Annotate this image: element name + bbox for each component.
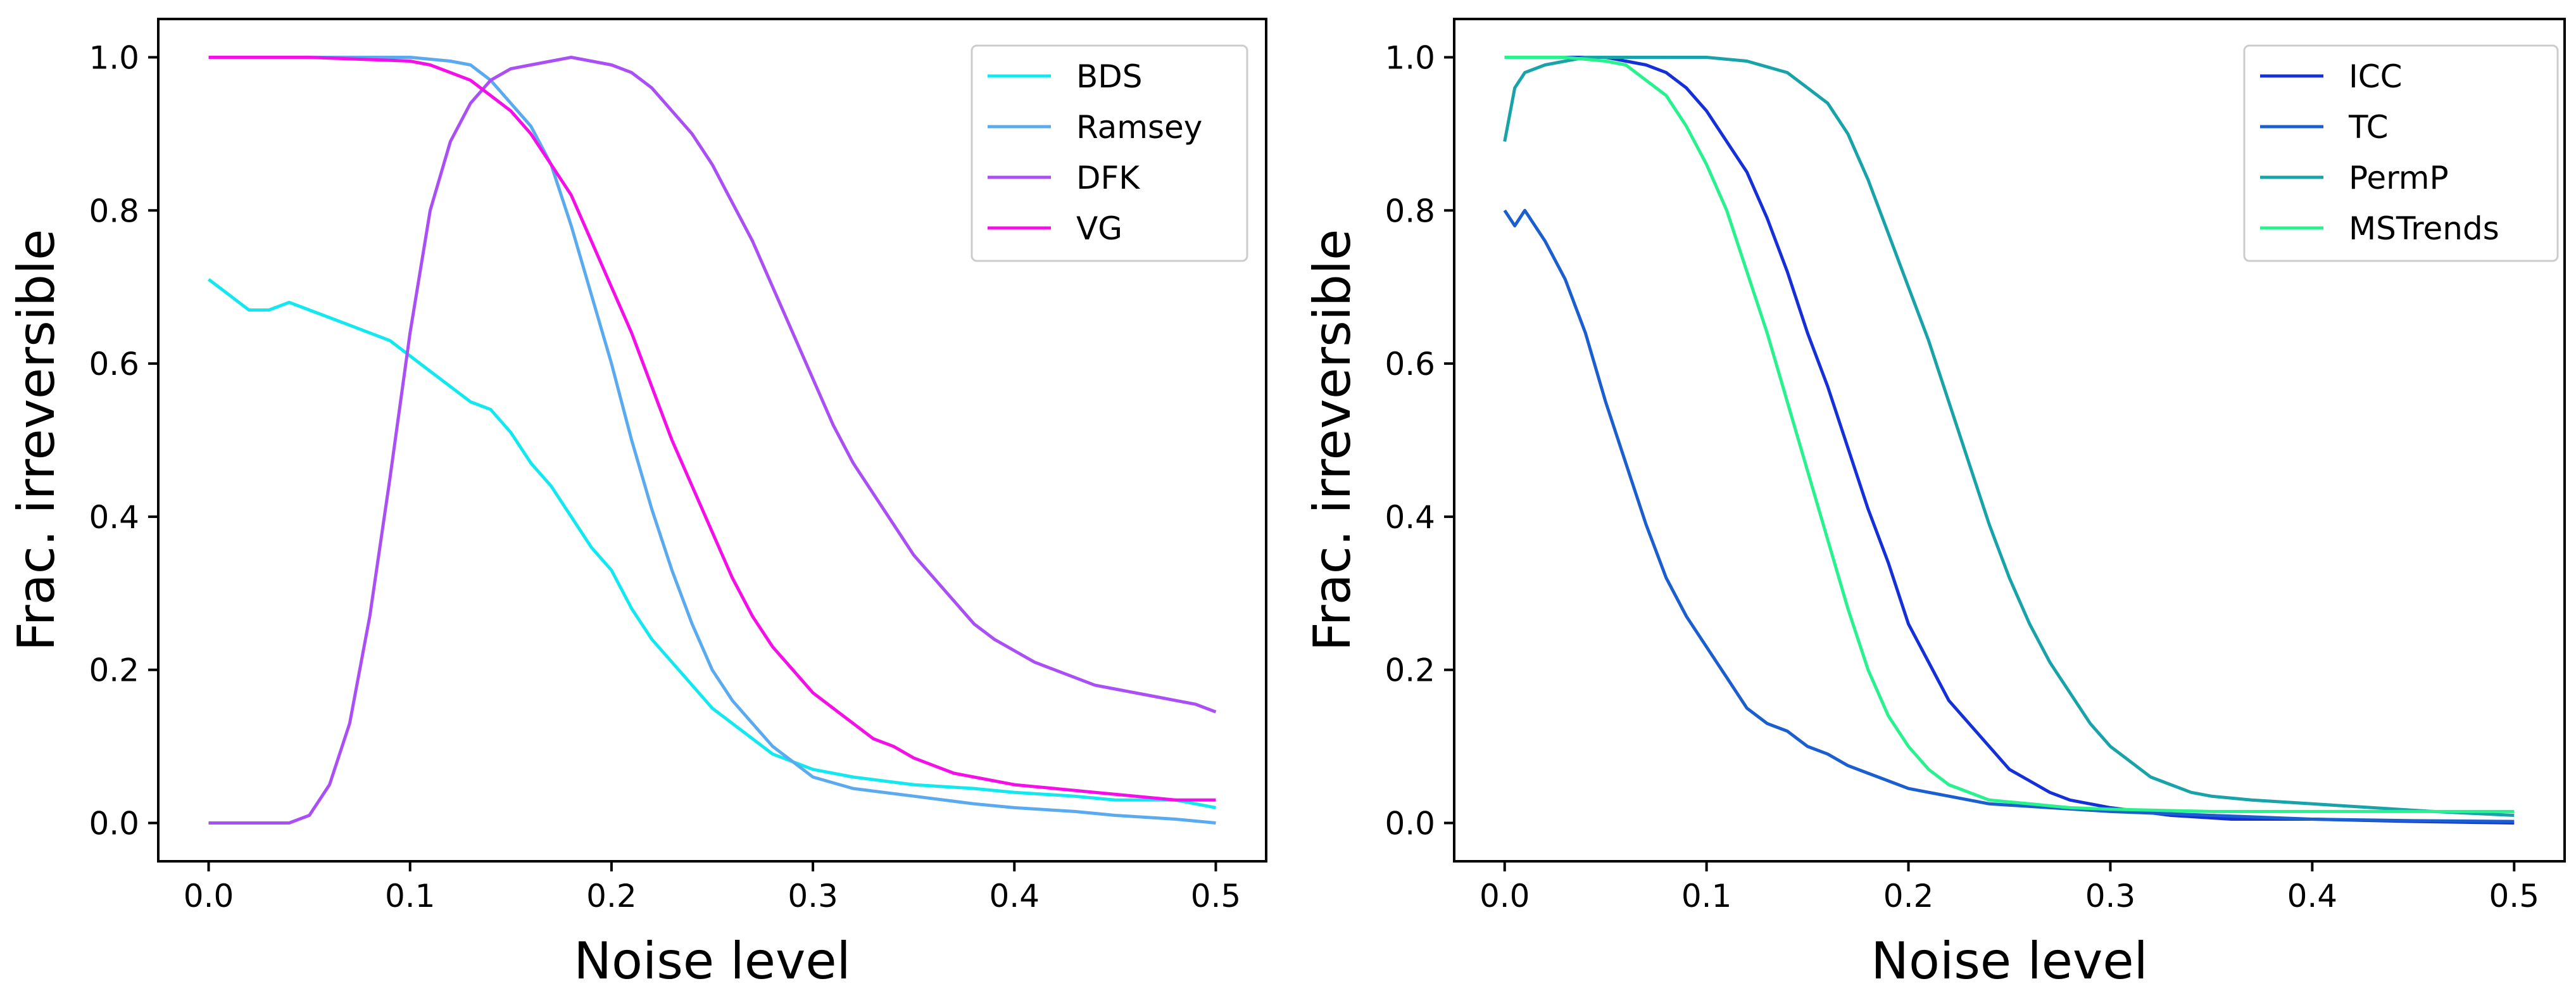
right-legend-label-tc: TC bbox=[2348, 109, 2389, 146]
right-x-tick-label-0.0: 0.0 bbox=[1480, 878, 1530, 914]
right-y-tick-label-1.0: 1.0 bbox=[1385, 39, 1435, 76]
right-x-axis-title: Noise level bbox=[1871, 932, 2148, 990]
left-y-tick-label-1.0: 1.0 bbox=[89, 39, 139, 76]
right-series-line-mstrends bbox=[1504, 56, 2515, 813]
right-chart-panel: 0.0 0.1 0.2 0.3 0.4 0.5 0.0 0.2 0.4 0.6 0.8 1.0 Nois… bbox=[1303, 18, 2566, 990]
left-y-tick-label-0.8: 0.8 bbox=[89, 193, 139, 229]
right-y-tick-label-0.8: 0.8 bbox=[1385, 193, 1435, 229]
right-x-tick-label-0.5: 0.5 bbox=[2489, 878, 2540, 914]
left-x-tick-label-0.2: 0.2 bbox=[586, 878, 637, 914]
right-y-tick-label-0.6: 0.6 bbox=[1385, 346, 1435, 383]
right-y-tick-label-0.2: 0.2 bbox=[1385, 652, 1435, 689]
left-y-axis-title: Frac. irreversible bbox=[7, 229, 66, 652]
left-x-tick-label-0.1: 0.1 bbox=[385, 878, 436, 914]
left-series-line-bds bbox=[207, 278, 1216, 809]
left-x-tick-label-0.3: 0.3 bbox=[788, 878, 838, 914]
left-series-line-vg bbox=[208, 56, 1216, 802]
left-series-line-dfk bbox=[208, 56, 1217, 825]
left-legend-label-dfk: DFK bbox=[1076, 160, 1140, 196]
right-y-axis-title: Frac. irreversible bbox=[1303, 229, 1362, 652]
right-legend-label-icc: ICC bbox=[2349, 58, 2403, 95]
left-y-tick-label-0.4: 0.4 bbox=[89, 499, 139, 536]
left-series-group bbox=[207, 56, 1217, 825]
right-x-tick-label-0.2: 0.2 bbox=[1883, 878, 1934, 914]
left-x-tick-label-0.0: 0.0 bbox=[184, 878, 234, 914]
left-y-tick-label-0.0: 0.0 bbox=[89, 806, 139, 842]
left-x-tick-label-0.4: 0.4 bbox=[990, 878, 1040, 914]
right-x-tick-label-0.3: 0.3 bbox=[2085, 878, 2136, 914]
right-legend-label-mstrends: MSTrends bbox=[2349, 210, 2499, 247]
left-y-tick-label-0.2: 0.2 bbox=[89, 652, 139, 689]
right-x-tick-label-0.1: 0.1 bbox=[1681, 878, 1732, 914]
left-legend-label-bds: BDS bbox=[1076, 58, 1143, 95]
right-x-tick-label-0.4: 0.4 bbox=[2287, 878, 2338, 914]
right-legend-box bbox=[2243, 44, 2559, 262]
left-y-tick-label-0.6: 0.6 bbox=[89, 346, 139, 383]
left-x-axis-title: Noise level bbox=[574, 932, 851, 990]
right-y-tick-label-0.4: 0.4 bbox=[1385, 499, 1435, 536]
right-series-line-permp bbox=[1503, 56, 2515, 817]
left-plot-frame bbox=[157, 18, 1267, 863]
right-y-tick-label-0.0: 0.0 bbox=[1385, 806, 1435, 842]
right-legend: ICC TC PermP MSTrends bbox=[2243, 44, 2559, 262]
right-series-line-tc bbox=[1503, 208, 2515, 823]
right-plot-frame bbox=[1453, 18, 2566, 863]
right-legend-label-permp: PermP bbox=[2349, 160, 2449, 196]
left-chart-panel: 0.0 0.1 0.2 0.3 0.4 0.5 0.0 0.2 0.4 0.6 0.8 1.0 Nois… bbox=[7, 18, 1267, 990]
left-legend: BDS Ramsey DFK VG bbox=[971, 44, 1248, 262]
right-series-line-icc bbox=[1504, 56, 2515, 825]
right-series-group bbox=[1503, 56, 2515, 825]
left-legend-label-vg: VG bbox=[1076, 210, 1122, 247]
left-legend-box bbox=[971, 44, 1248, 262]
left-x-tick-label-0.5: 0.5 bbox=[1191, 878, 1241, 914]
left-series-line-ramsey bbox=[208, 56, 1216, 825]
left-legend-label-ramsey: Ramsey bbox=[1076, 109, 1202, 146]
